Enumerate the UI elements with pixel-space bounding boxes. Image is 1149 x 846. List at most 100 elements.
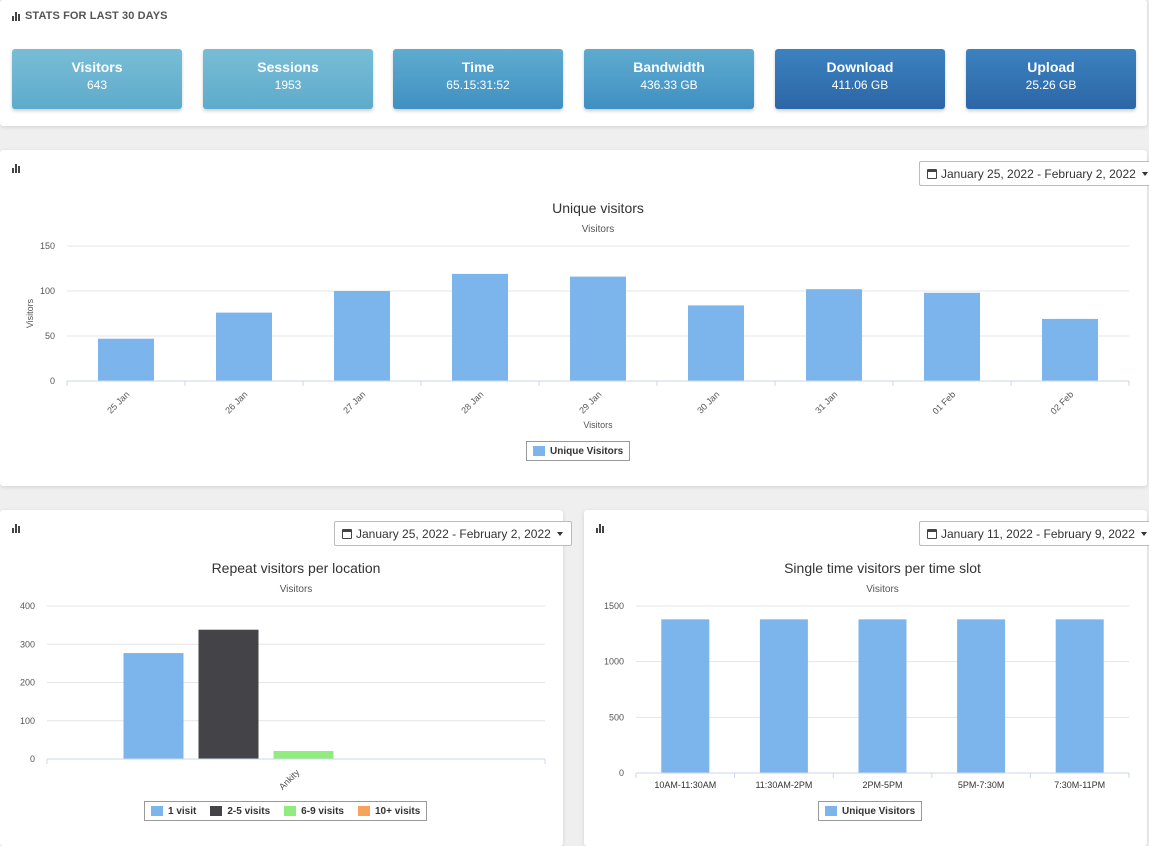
x-tick-label: 01 Feb	[931, 389, 958, 416]
chart-subtitle: Visitors	[582, 224, 615, 235]
bar-chart-icon	[12, 524, 22, 533]
bar	[924, 292, 980, 381]
x-axis-title: Visitors	[583, 420, 613, 430]
time-slot-panel: January 11, 2022 - February 9, 2022 Sing…	[584, 510, 1149, 846]
stat-label: Bandwidth	[633, 59, 705, 75]
stat-card-upload[interactable]: Upload 25.26 GB	[966, 49, 1136, 109]
legend-swatch	[151, 806, 163, 816]
bar	[957, 619, 1006, 773]
bar-chart-icon	[12, 164, 22, 173]
chart-title: Unique visitors	[552, 200, 644, 216]
x-tick-label: 7:30M-11PM	[1054, 780, 1105, 790]
chart-subtitle: Visitors	[280, 584, 313, 595]
stat-label: Sessions	[257, 59, 319, 75]
legend-label: Unique Visitors	[550, 445, 624, 457]
bar-6-9-visits	[273, 750, 334, 759]
chart-legend: Unique Visitors	[526, 441, 631, 461]
stats-header: STATS FOR LAST 30 DAYS	[12, 10, 168, 22]
y-tick-label: 100	[20, 716, 35, 726]
x-tick-label: 27 Jan	[341, 389, 367, 415]
y-tick-label: 1500	[604, 601, 624, 611]
legend-swatch	[357, 806, 370, 816]
stat-value: 643	[86, 78, 108, 92]
time-slot-chart: Single time visitors per time slot Visito…	[604, 560, 1130, 790]
calendar-icon	[927, 168, 937, 179]
stat-value: 436.33 GB	[640, 78, 698, 92]
x-tick-label: 30 Jan	[695, 389, 721, 415]
x-tick-label: 10AM-11:30AM	[654, 780, 716, 790]
stats-title: STATS FOR LAST 30 DAYS	[25, 10, 168, 22]
stat-card-download[interactable]: Download 411.06 GB	[775, 49, 945, 109]
legend-label: 10+ visits	[374, 805, 421, 817]
bar	[806, 289, 862, 381]
date-range-picker[interactable]: January 25, 2022 - February 2, 2022	[919, 161, 1149, 186]
x-tick-label: 29 Jan	[577, 389, 603, 415]
legend-item[interactable]: Unique Visitors	[533, 446, 623, 457]
unique-visitors-panel: January 25, 2022 - February 2, 2022 Uniq…	[0, 150, 1149, 486]
x-tick-label: 5PM-7:30M	[958, 780, 1005, 790]
bar	[759, 619, 808, 773]
stat-card-visitors[interactable]: Visitors 643	[12, 49, 182, 109]
stat-value: 411.06 GB	[831, 78, 889, 92]
bar	[858, 619, 907, 773]
caret-down-icon	[1141, 171, 1148, 176]
chart-title: Repeat visitors per location	[212, 560, 381, 576]
stat-value: 1953	[274, 78, 302, 92]
chart-legend: 1 visit 2-5 visits 6-9 visits 10+ visits	[144, 801, 428, 821]
legend-label: 2-5 visits	[227, 805, 271, 817]
x-tick-label: Ankity	[277, 767, 302, 792]
bar	[688, 305, 744, 381]
calendar-icon	[927, 528, 937, 539]
stat-card-bandwidth[interactable]: Bandwidth 436.33 GB	[584, 49, 754, 109]
caret-down-icon	[1140, 531, 1147, 536]
x-tick-label: 02 Feb	[1049, 389, 1076, 416]
legend-item[interactable]: Unique Visitors	[825, 806, 915, 817]
bar	[661, 619, 710, 773]
legend-item[interactable]: 2-5 visits	[210, 806, 270, 817]
stat-value: 25.26 GB	[1025, 78, 1077, 92]
y-tick-label: 1000	[604, 657, 624, 667]
y-tick-label: 500	[609, 712, 624, 722]
y-tick-label: 100	[40, 286, 55, 296]
legend-swatch	[825, 806, 837, 816]
y-axis-title: Visitors	[25, 298, 35, 328]
y-tick-label: 50	[45, 331, 55, 341]
stat-card-sessions[interactable]: Sessions 1953	[203, 49, 373, 109]
legend-swatch	[284, 806, 297, 816]
caret-down-icon	[556, 531, 563, 536]
date-range-picker[interactable]: January 11, 2022 - February 9, 2022	[919, 521, 1149, 546]
chart-subtitle: Visitors	[866, 584, 899, 595]
legend-swatch	[210, 806, 223, 816]
legend-item[interactable]: 6-9 visits	[284, 806, 344, 817]
stat-label: Time	[461, 59, 495, 75]
y-tick-label: 150	[40, 241, 55, 251]
stat-card-time[interactable]: Time 65.15:31:52	[393, 49, 563, 109]
legend-label: 1 visit	[168, 805, 197, 817]
bar-2-5-visits	[198, 629, 259, 759]
legend-item[interactable]: 1 visit	[151, 806, 196, 817]
bar	[570, 276, 626, 381]
y-tick-label: 0	[50, 376, 55, 386]
chart-title: Single time visitors per time slot	[784, 560, 981, 576]
stat-value: 65.15:31:52	[446, 78, 510, 92]
chart-legend: Unique Visitors	[818, 801, 923, 821]
legend-item[interactable]: 10+ visits	[357, 805, 421, 817]
date-range-label: January 11, 2022 - February 9, 2022	[941, 526, 1135, 541]
y-tick-label: 400	[20, 601, 35, 611]
bar-chart-icon	[596, 524, 606, 533]
bar	[1055, 619, 1104, 773]
legend-label: Unique Visitors	[842, 805, 916, 817]
bar-1-visit	[123, 653, 184, 759]
y-tick-label: 300	[20, 639, 35, 649]
x-tick-label: 25 Jan	[105, 389, 131, 415]
date-range-picker[interactable]: January 25, 2022 - February 2, 2022	[334, 521, 572, 546]
y-tick-label: 0	[619, 768, 624, 778]
y-tick-label: 0	[30, 754, 35, 764]
stat-label: Upload	[1027, 59, 1075, 75]
stats-panel: STATS FOR LAST 30 DAYS Visitors 643 Sess…	[0, 0, 1147, 126]
stat-label: Visitors	[71, 59, 123, 75]
x-tick-label: 28 Jan	[459, 389, 485, 415]
x-tick-label: 2PM-5PM	[862, 780, 902, 790]
legend-label: 6-9 visits	[301, 805, 344, 817]
x-tick-label: 26 Jan	[223, 389, 249, 415]
